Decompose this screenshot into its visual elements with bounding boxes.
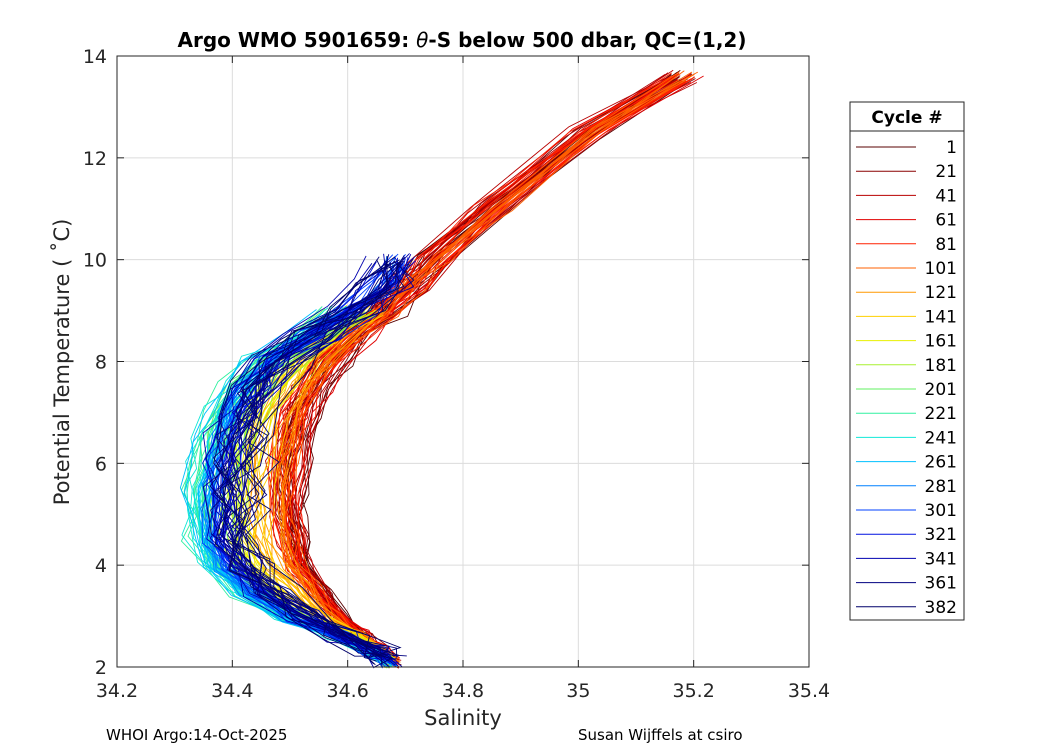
profile-cycle-line — [213, 261, 396, 666]
legend-label-141: 141 — [925, 307, 957, 327]
chart-title: Argo WMO 5901659: θ-S below 500 dbar, QC… — [178, 28, 747, 52]
profile-cycle-line — [247, 309, 389, 657]
legend-label-81: 81 — [935, 235, 957, 255]
legend-label-301: 301 — [925, 501, 957, 521]
legend-label-21: 21 — [935, 162, 957, 182]
legend-label-181: 181 — [925, 356, 957, 376]
profile-cycle-line — [282, 80, 687, 666]
profile-cycle-line — [222, 256, 394, 668]
x-tick-label: 34.8 — [442, 680, 484, 702]
profile-lines — [179, 69, 704, 669]
x-tick-label: 35.2 — [673, 680, 715, 702]
legend-label-361: 361 — [925, 574, 957, 594]
profile-cycle-line — [231, 261, 407, 657]
profile-cycle-line — [278, 73, 680, 661]
y-tick-label: 10 — [83, 250, 107, 272]
footer-right: Susan Wijffels at csiro — [578, 726, 743, 744]
legend: Cycle # 12141618110112114116118120122124… — [849, 101, 965, 621]
x-tick-label: 34.4 — [211, 680, 253, 702]
x-tick-label: 35.4 — [788, 680, 830, 702]
profile-cycle-line — [210, 261, 390, 656]
profile-cycle-line — [210, 260, 405, 668]
y-tick-label: 8 — [95, 352, 107, 374]
legend-label-41: 41 — [935, 186, 957, 206]
profile-cycle-line — [297, 82, 698, 661]
x-axis-label: Salinity — [424, 706, 502, 730]
legend-label-221: 221 — [925, 404, 957, 424]
y-tick-label: 12 — [83, 148, 107, 170]
legend-label-321: 321 — [925, 525, 957, 545]
y-axis-label: Potential Temperature ( ˚C) — [50, 219, 74, 506]
legend-label-121: 121 — [925, 283, 957, 303]
x-tick-label: 34.2 — [96, 680, 138, 702]
profile-cycle-line — [231, 262, 402, 659]
profile-cycle-line — [282, 71, 693, 658]
y-tick-label: 6 — [95, 453, 107, 475]
legend-label-281: 281 — [925, 477, 957, 497]
profile-cycle-line — [245, 264, 399, 665]
profile-cycle-line — [213, 256, 396, 657]
profile-cycle-line — [285, 73, 695, 662]
legend-label-201: 201 — [925, 380, 957, 400]
y-tick-label: 4 — [95, 555, 107, 577]
legend-label-341: 341 — [925, 549, 957, 569]
legend-label-161: 161 — [925, 332, 957, 352]
profile-cycle-line — [274, 76, 670, 664]
legend-label-101: 101 — [925, 259, 957, 279]
profile-cycle-line — [296, 75, 689, 664]
legend-label-61: 61 — [935, 211, 957, 231]
legend-label-1: 1 — [946, 138, 957, 158]
legend-title: Cycle # — [871, 108, 942, 128]
legend-label-261: 261 — [925, 453, 957, 473]
profile-cycle-line — [213, 263, 410, 657]
axis-ticks: 34.2 34.4 34.6 34.8 35 35.2 35.4 2 4 6 8 10 12 14 — [83, 46, 830, 702]
profile-cycle-line — [288, 71, 699, 665]
profile-cycle-line — [218, 262, 392, 666]
profile-cycle-line — [276, 74, 676, 660]
y-tick-label: 2 — [95, 657, 107, 679]
footer-left: WHOI Argo:14-Oct-2025 — [106, 726, 288, 744]
profile-cycle-line — [227, 255, 405, 658]
profile-cycle-line — [214, 256, 406, 662]
x-tick-label: 35 — [566, 680, 590, 702]
plot-area: 34.2 34.4 34.6 34.8 35 35.2 35.4 2 4 6 8 10 12 14 — [83, 46, 830, 702]
legend-label-382: 382 — [925, 598, 957, 618]
legend-label-241: 241 — [925, 428, 957, 448]
profile-cycle-line — [279, 70, 685, 663]
y-tick-label: 14 — [83, 46, 107, 68]
x-tick-label: 34.6 — [327, 680, 369, 702]
